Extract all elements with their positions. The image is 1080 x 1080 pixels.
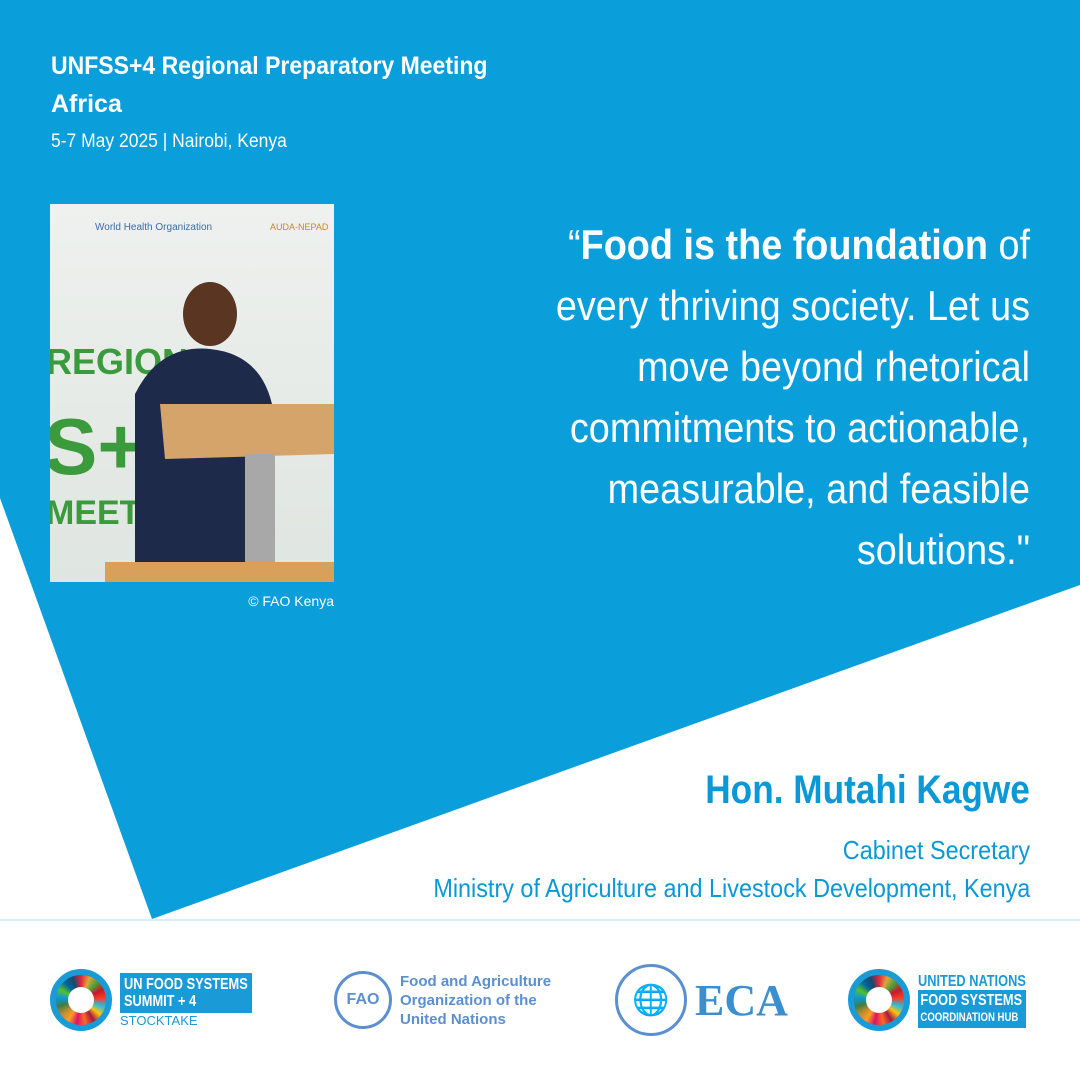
speaker-organization: Ministry of Agriculture and Livestock De…	[433, 873, 1030, 903]
sdg-wheel-icon	[848, 969, 910, 1031]
fao-emblem-icon: FAO	[334, 971, 392, 1029]
photo-credit: © FAO Kenya	[248, 593, 334, 609]
speaker-role: Cabinet Secretary	[842, 835, 1030, 865]
speaker-name: Hon. Mutahi Kagwe	[705, 768, 1030, 812]
eca-logo: 🌐 ECA	[615, 960, 788, 1040]
event-date-location: 5-7 May 2025 | Nairobi, Kenya	[51, 131, 287, 152]
photo-banner-text: AUDA-NEPAD	[270, 222, 329, 232]
quote-open-mark: “	[568, 221, 581, 268]
fao-logo: FAO Food and Agriculture Organization of …	[334, 960, 551, 1040]
quote-text: “Food is the foundation of every thrivin…	[490, 214, 1030, 580]
unfss-logo: UN FOOD SYSTEMS SUMMIT + 4 STOCKTAKE	[50, 960, 285, 1040]
footer-divider	[0, 919, 1080, 921]
event-region: Africa	[51, 90, 122, 118]
photo-banner-text: World Health Organization	[95, 222, 212, 233]
quote-emphasis: Food is the foundation	[580, 221, 988, 268]
event-title: UNFSS+4 Regional Preparatory Meeting	[51, 52, 488, 80]
sdg-wheel-icon	[50, 969, 112, 1031]
speaker-photo: World Health Organization AUDA-NEPAD REG…	[50, 204, 334, 582]
quote-body: of every thriving society. Let us move b…	[555, 221, 1030, 573]
un-food-systems-hub-logo: UNITED NATIONS FOOD SYSTEMS COORDINATION …	[848, 960, 1053, 1040]
un-emblem-icon: 🌐	[615, 964, 687, 1036]
